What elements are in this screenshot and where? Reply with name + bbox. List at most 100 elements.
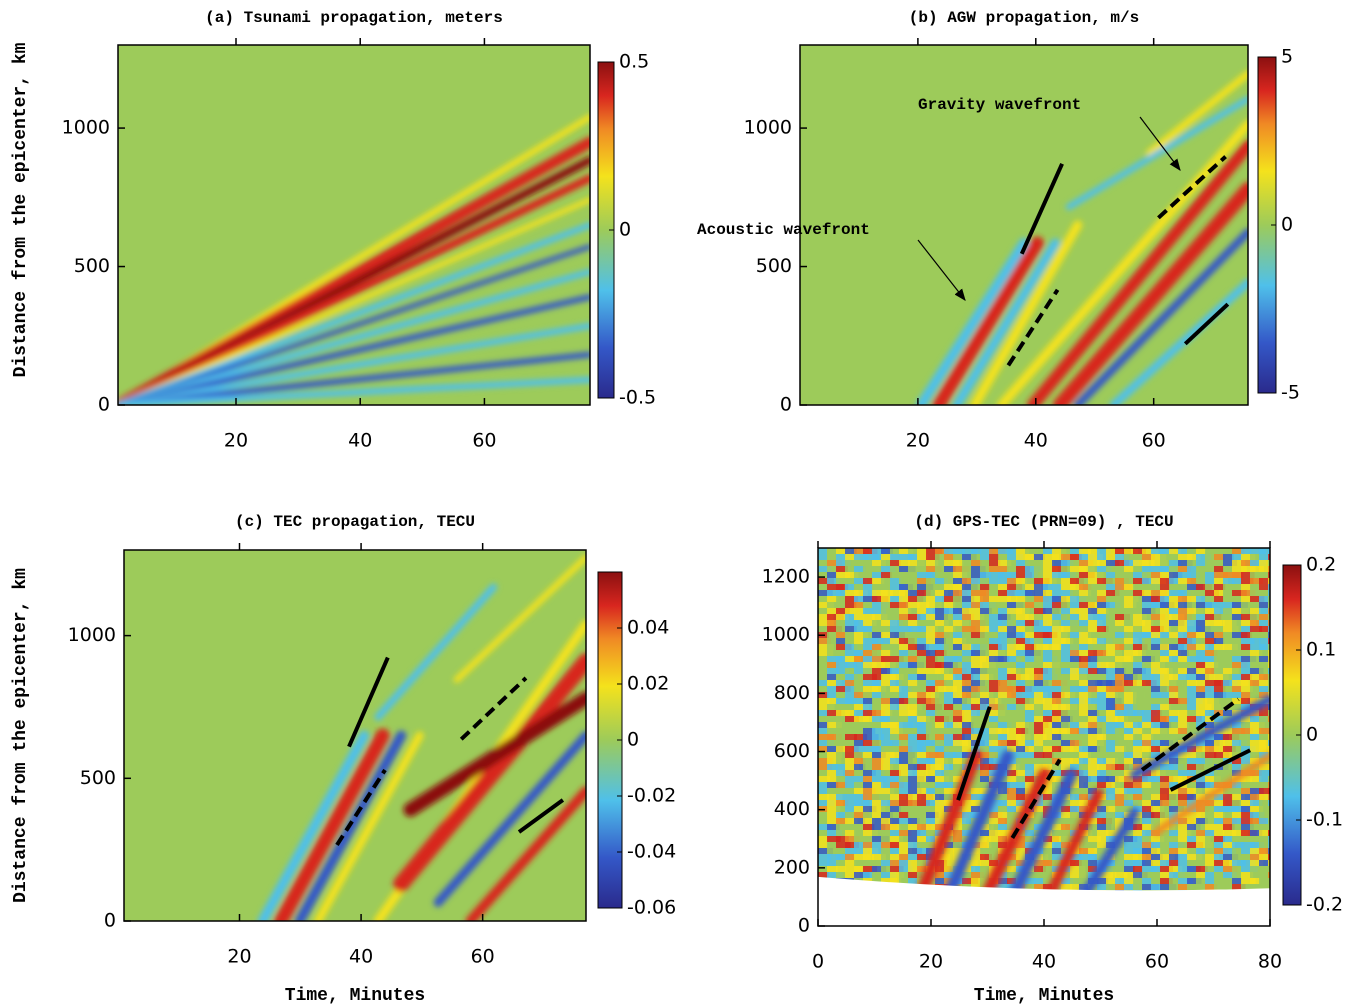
heatmap-cell [1133,728,1144,734]
heatmap-cell [998,692,1012,698]
heatmap-cell [1214,872,1225,878]
heatmap-cell [863,584,873,590]
heatmap-cell [953,572,968,578]
heatmap-cell [872,596,889,602]
heatmap-cell [1043,872,1060,878]
heatmap-cell [1115,758,1131,764]
heatmap-cell [1178,590,1191,596]
heatmap-cell [1106,788,1120,794]
heatmap-cell [971,644,988,650]
heatmap-cell [845,578,856,584]
heatmap-cell [881,554,891,560]
heatmap-cell [845,692,858,698]
heatmap-cell [1142,548,1159,554]
heatmap-cell [1142,602,1159,608]
heatmap-cell [1061,686,1074,692]
heatmap-cell [1151,668,1168,674]
heatmap-cell [926,842,940,848]
heatmap-cell [989,560,1001,566]
heatmap-cell [1169,644,1184,650]
heatmap-cell [971,650,986,656]
heatmap-cell [1043,560,1054,566]
heatmap-cell [827,548,839,554]
heatmap-cell [1115,644,1125,650]
heatmap-cell [1043,848,1059,854]
heatmap-cell [827,614,844,620]
heatmap-cell [935,728,952,734]
heatmap-cell [1142,668,1159,674]
heatmap-cell [1070,872,1086,878]
heatmap-cell [1133,680,1146,686]
heatmap-cell [935,866,952,872]
heatmap-cell [1187,632,1199,638]
heatmap-cell [989,572,1005,578]
heatmap-cell [899,878,909,884]
heatmap-cell [908,758,920,764]
heatmap-cell [1106,728,1119,734]
heatmap-cell [1268,824,1270,830]
heatmap-cell [1043,704,1059,710]
heatmap-cell [917,794,934,800]
heatmap-cell [899,854,909,860]
heatmap-band [118,294,590,405]
heatmap-cell [1061,620,1078,626]
heatmap-cell [971,842,988,848]
heatmap-cell [1115,566,1130,572]
heatmap-cell [827,758,842,764]
heatmap-cell [980,590,990,596]
heatmap-cell [1223,626,1239,632]
heatmap-cell [881,746,896,752]
heatmap-band [433,731,586,907]
heatmap-cell [1079,638,1093,644]
heatmap-cell [944,668,955,674]
heatmap-cell [881,590,893,596]
heatmap-cell [1070,656,1082,662]
heatmap-cell [899,698,909,704]
heatmap-cell [1151,644,1168,650]
heatmap-cell [899,710,916,716]
heatmap-cell [1115,812,1127,818]
heatmap-cell [1133,560,1149,566]
heatmap-cell [1007,560,1024,566]
heatmap-cell [1196,812,1206,818]
heatmap-cell [1214,758,1229,764]
heatmap-cell [908,560,925,566]
heatmap-cell [881,656,891,662]
heatmap-cell [908,722,925,728]
heatmap-cell [845,854,855,860]
heatmap-cell [1187,644,1197,650]
heatmap-cell [908,620,919,626]
heatmap-cell [1106,656,1123,662]
heatmap-cell [836,596,853,602]
colorbar-tick-label: 0.02 [627,673,669,695]
heatmap-cell [863,614,875,620]
heatmap-cell [917,788,928,794]
heatmap-cell [1250,716,1267,722]
heatmap-cell [836,662,848,668]
heatmap-cell [854,854,871,860]
heatmap-cell [1241,842,1255,848]
heatmap-cell [971,728,986,734]
heatmap-cell [1079,866,1093,872]
heatmap-cell [854,566,866,572]
heatmap-cell [890,734,900,740]
heatmap-cell [971,872,984,878]
heatmap-cell [1169,590,1184,596]
heatmap-cell [1115,680,1128,686]
heatmap-cell [845,824,859,830]
heatmap-cell [1124,608,1137,614]
heatmap-cell [1205,608,1220,614]
heatmap-cell [980,554,990,560]
heatmap-cell [818,608,828,614]
heatmap-cell [1223,560,1238,566]
heatmap-cell [1025,566,1041,572]
heatmap-cell [908,818,920,824]
heatmap-cell [1241,698,1258,704]
heatmap-cell [1151,572,1162,578]
heatmap-cell [881,620,898,626]
heatmap-cell [1178,770,1189,776]
plot-frame [799,44,1249,406]
heatmap-cell [854,770,864,776]
heatmap-cell [962,818,977,824]
heatmap-cell [881,716,898,722]
